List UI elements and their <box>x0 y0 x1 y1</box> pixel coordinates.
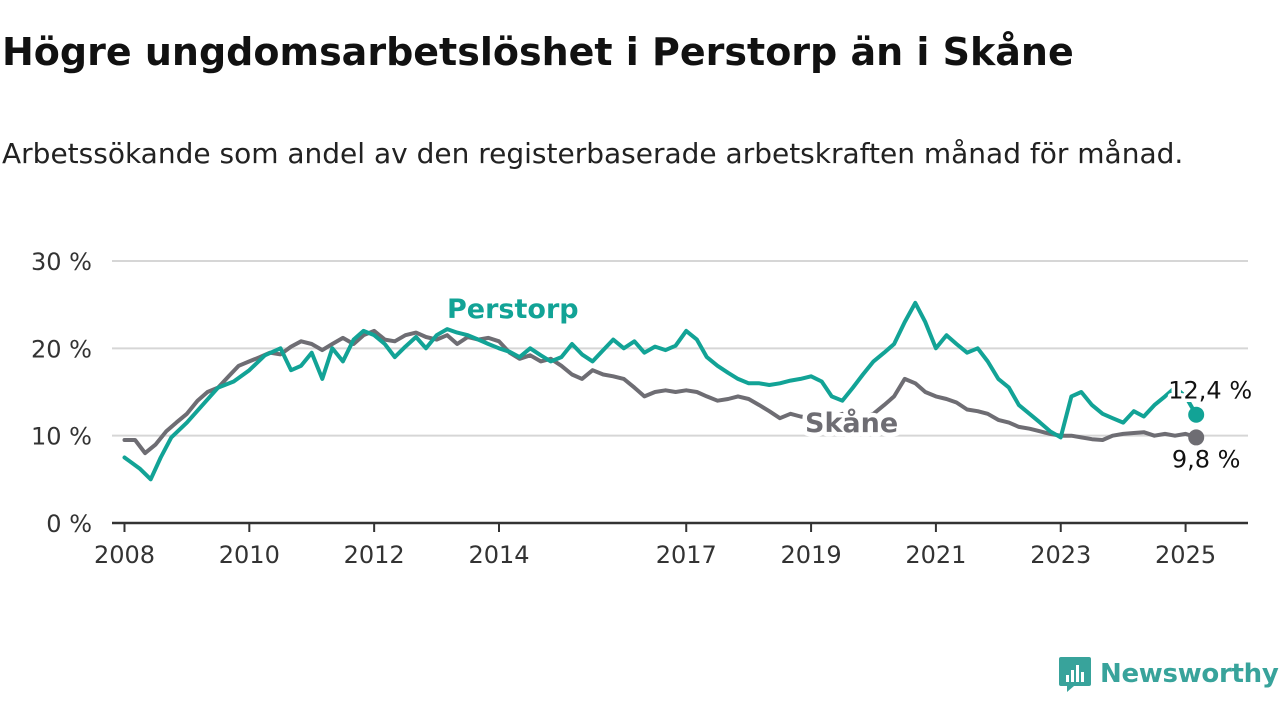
end-point-perstorp <box>1188 406 1205 423</box>
series-label-skane: Skåne <box>805 407 898 439</box>
x-tick-label: 2023 <box>1030 541 1091 569</box>
end-label-perstorp-halo: 12,4 % <box>1168 377 1252 405</box>
series-label-perstorp-halo: Perstorp <box>447 294 579 325</box>
x-tick-label: 2010 <box>219 541 280 569</box>
x-tick-label: 2017 <box>656 541 717 569</box>
series-line-skane <box>122 328 1199 456</box>
y-tick-label: 0 % <box>46 510 92 538</box>
x-tick-label: 2025 <box>1155 541 1216 569</box>
end-label-perstorp: 12,4 % <box>1168 377 1252 405</box>
end-label-skane-halo: 9,8 % <box>1172 445 1241 473</box>
series-lines <box>122 300 1205 482</box>
newsworthy-logo-text: Newsworthy <box>1100 659 1279 689</box>
series-label-perstorp: Perstorp <box>447 294 579 325</box>
end-point-skane <box>1188 429 1205 446</box>
newsworthy-logo: Newsworthy <box>1058 655 1279 693</box>
chart-title: Högre ungdomsarbetslöshet i Perstorp än … <box>2 30 1074 74</box>
x-tick-label: 2012 <box>344 541 405 569</box>
end-label-skane: 9,8 % <box>1172 445 1241 473</box>
y-tick-label: 30 % <box>31 248 92 276</box>
x-tick-label: 2008 <box>94 541 155 569</box>
series-line-perstorp <box>122 300 1199 482</box>
newsworthy-logo-icon <box>1059 657 1091 692</box>
y-tick-label: 20 % <box>31 335 92 363</box>
y-tick-label: 10 % <box>31 423 92 451</box>
x-tick-label: 2019 <box>781 541 842 569</box>
x-tick-label: 2014 <box>468 541 529 569</box>
axes: 0 % 10 % 20 % 30 % 2008 2010 2012 2014 2017 2019 2… <box>31 248 1248 569</box>
chart-subtitle: Arbetssökande som andel av den registerb… <box>2 137 1184 170</box>
series-label-skane-halo: Skåne <box>805 407 898 439</box>
x-tick-label: 2021 <box>905 541 966 569</box>
